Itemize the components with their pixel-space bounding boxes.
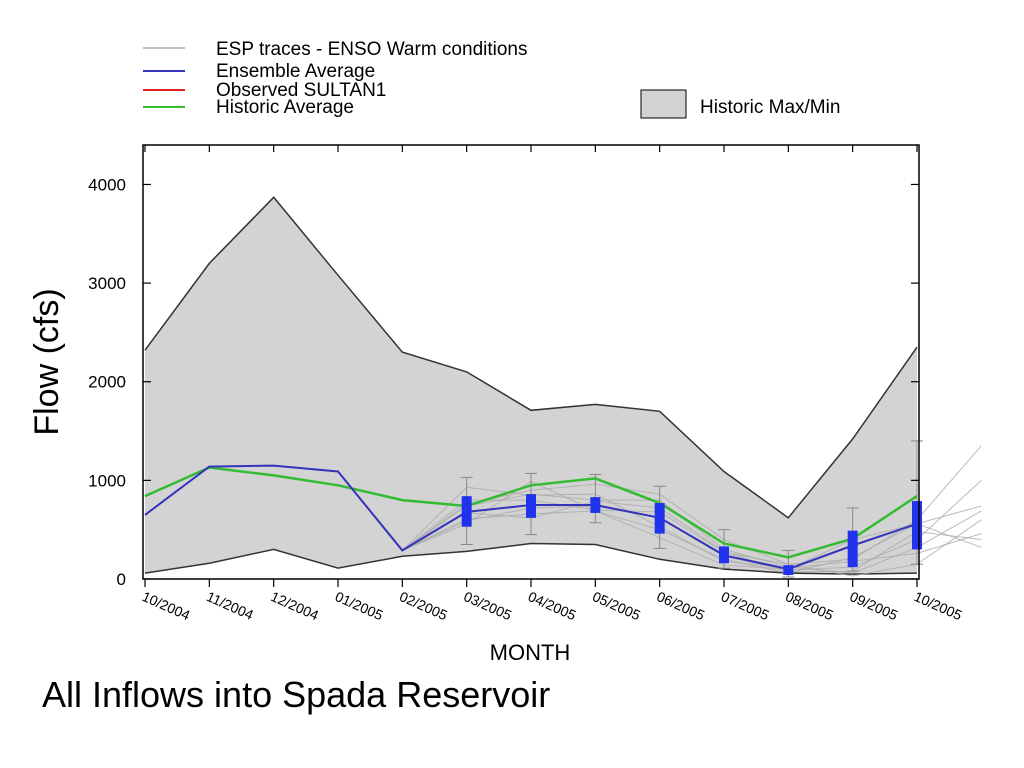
esp-trace-5 — [402, 445, 982, 565]
legend-label-esp: ESP traces - ENSO Warm conditions — [216, 39, 528, 60]
esp-box-07-2005 — [719, 546, 729, 564]
esp-trace-7 — [402, 480, 982, 570]
esp-box-05-2005 — [590, 497, 601, 513]
y-axis-ticks: 0 1000 2000 3000 4000 — [88, 175, 919, 589]
y-tick-label: 0 — [117, 570, 126, 589]
x-tick-label: 03/2005 — [461, 588, 514, 623]
legend-swatch-maxmin — [640, 89, 687, 119]
esp-box-04-2005 — [526, 494, 536, 518]
historic-max-min-band — [145, 197, 917, 575]
legend-label-observed: Observed SULTAN1 — [216, 80, 386, 101]
x-axis-title: MONTH — [490, 640, 571, 665]
x-tick-label: 05/2005 — [590, 588, 643, 623]
x-tick-label: 10/2004 — [140, 588, 193, 623]
x-tick-label: 11/2004 — [204, 588, 256, 623]
x-tick-label: 02/2005 — [397, 588, 450, 623]
legend-label-ensemble: Ensemble Average — [216, 61, 375, 82]
esp-box-03-2005 — [461, 496, 472, 527]
y-tick-label: 3000 — [88, 274, 126, 293]
esp-trace-1 — [402, 483, 982, 577]
y-tick-label: 2000 — [88, 373, 126, 392]
y-axis-title: Flow (cfs) — [28, 288, 66, 435]
x-tick-label: 01/2005 — [333, 588, 386, 623]
x-tick-label: 09/2005 — [847, 588, 900, 623]
historic-max-line — [144, 196, 918, 519]
slide-caption: All Inflows into Spada Reservoir — [42, 674, 551, 715]
legend-label-maxmin: Historic Max/Min — [700, 97, 840, 118]
esp-trace-8 — [402, 500, 982, 573]
x-tick-label: 07/2005 — [719, 588, 772, 623]
esp-box-08-2005 — [783, 565, 794, 576]
x-tick-label: 10/2005 — [912, 588, 965, 623]
esp-box-10-2005 — [912, 501, 922, 550]
x-tick-label: 12/2004 — [268, 588, 321, 623]
esp-box-09-2005 — [847, 530, 858, 568]
x-tick-label: 04/2005 — [526, 588, 579, 623]
x-tick-label: 06/2005 — [654, 588, 707, 623]
esp-trace-6 — [401, 486, 982, 569]
legend: ESP traces - ENSO Warm conditions Ensemb… — [143, 39, 840, 119]
y-tick-label: 1000 — [88, 471, 126, 490]
esp-boxes — [461, 494, 922, 576]
esp-box-06-2005 — [654, 503, 665, 534]
x-tick-label: 08/2005 — [783, 588, 836, 623]
legend-label-historic: Historic Average — [216, 97, 354, 118]
y-tick-label: 4000 — [88, 175, 126, 194]
historic-average-line — [144, 466, 918, 559]
